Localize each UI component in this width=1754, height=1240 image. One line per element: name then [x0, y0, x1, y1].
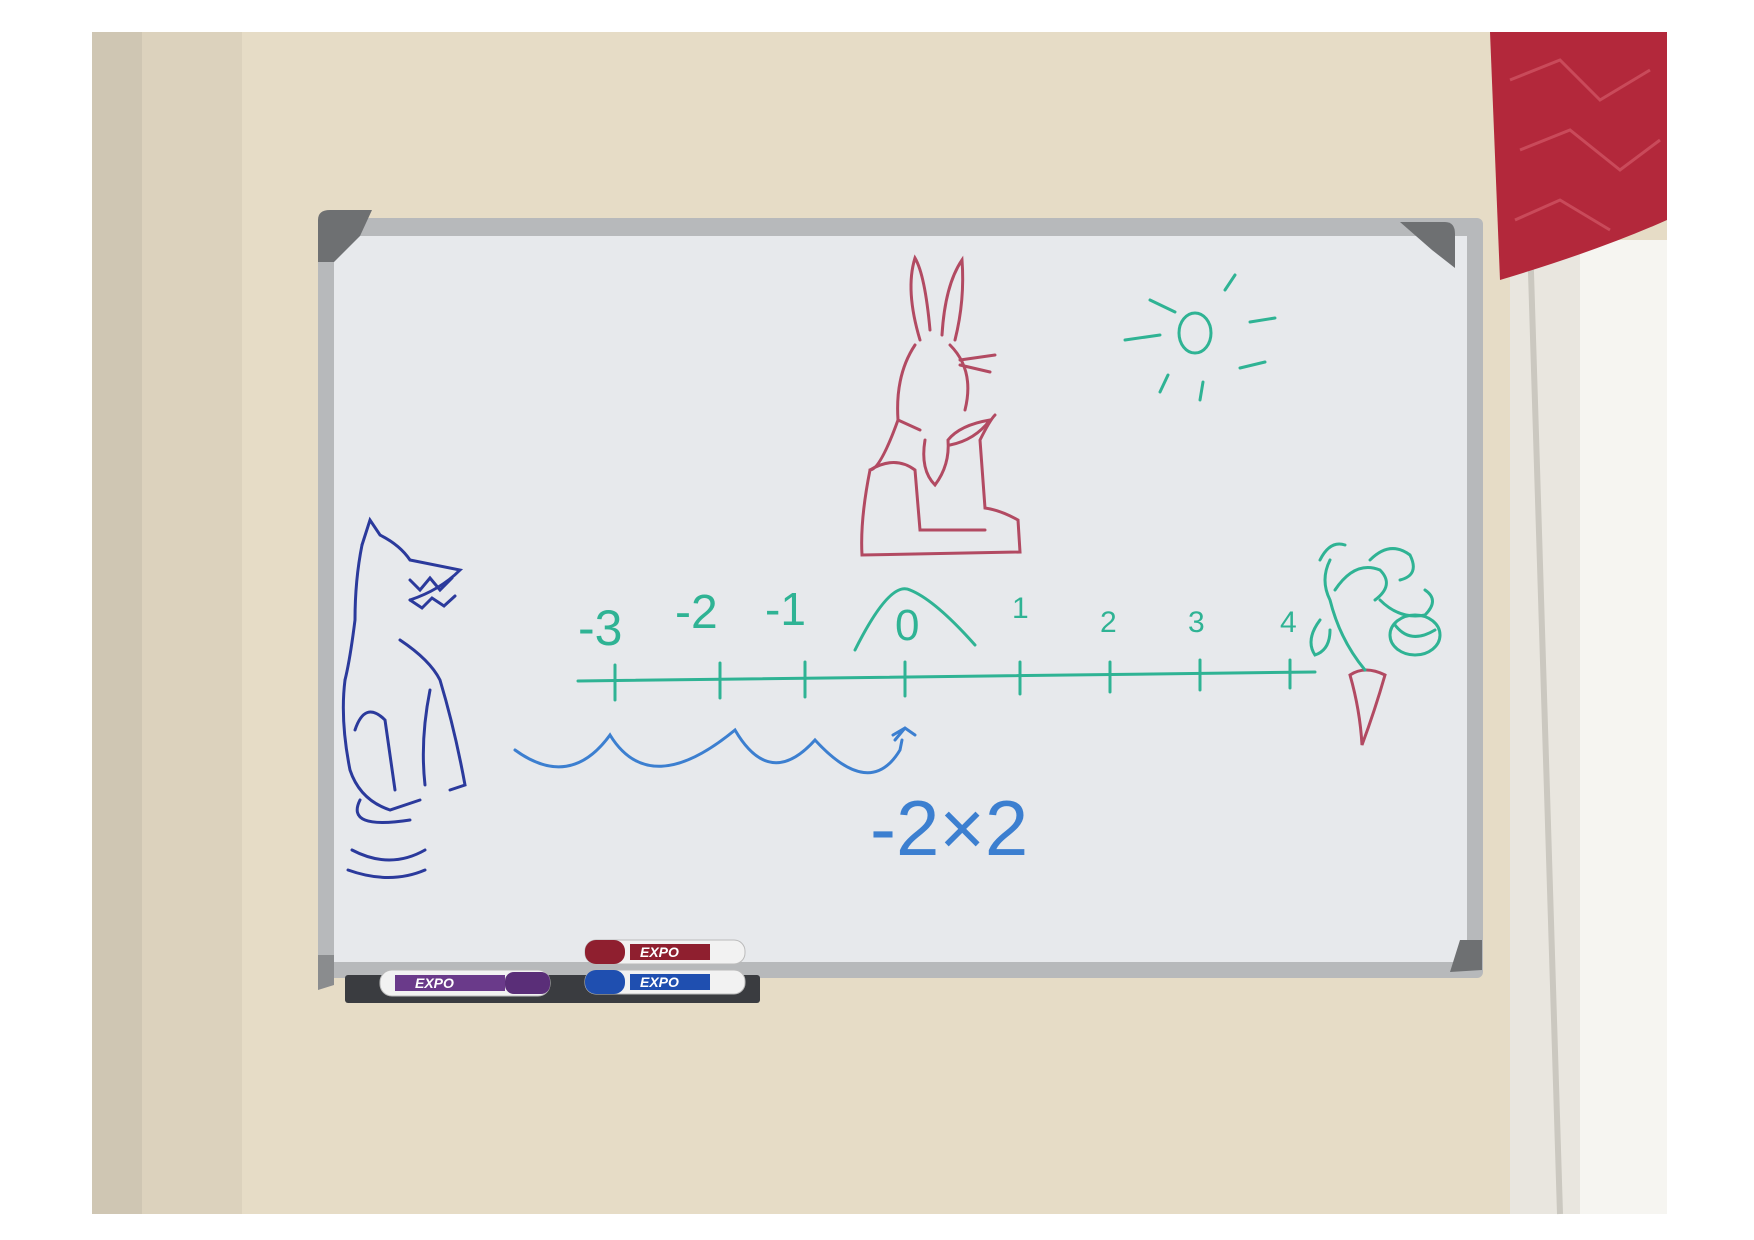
frame-corner-tl: [318, 210, 372, 262]
sun-drawing: [1123, 273, 1277, 402]
number-line-axis: [576, 670, 1317, 683]
wall-left-edge: [92, 32, 142, 1214]
number-line-labels: -3 -2 -1 0 1 2 3 4: [578, 583, 1297, 656]
number-label: -1: [765, 583, 806, 635]
zero-hump: [853, 587, 977, 652]
marker-purple: EXPO: [379, 969, 551, 997]
number-label: 4: [1280, 606, 1297, 639]
marker-brand-label: EXPO: [640, 944, 679, 960]
number-line: [576, 587, 1317, 702]
whiteboard-surface: [334, 236, 1467, 962]
curtain: [1490, 32, 1667, 280]
rabbit-drawing: [860, 254, 1022, 557]
wall-left-strip: [142, 32, 242, 1214]
marker-red: EXPO: [584, 939, 746, 965]
equation-text: -2×2: [870, 784, 1028, 872]
window-light: [1580, 240, 1667, 1214]
window-frame-line: [1527, 239, 1563, 1215]
marker-brand-label: EXPO: [640, 974, 679, 990]
marker-blue: EXPO: [584, 969, 746, 995]
marker-brand-label: EXPO: [415, 975, 454, 991]
number-label: -2: [675, 586, 718, 639]
number-label: 3: [1188, 606, 1205, 639]
number-label: -3: [578, 600, 622, 656]
wolf-drawing: [341, 516, 467, 879]
frame-corner-tr: [1400, 222, 1455, 268]
curtain-pattern: [1509, 58, 1661, 232]
jump-arcs-drawing: [513, 726, 917, 775]
number-label: 2: [1100, 606, 1117, 639]
number-label: 0: [895, 601, 919, 650]
frame-corner-bl: [318, 955, 334, 990]
number-label: 1: [1012, 592, 1029, 625]
frame-corner-br: [1450, 940, 1482, 972]
carrot-drawing: [1309, 542, 1442, 746]
